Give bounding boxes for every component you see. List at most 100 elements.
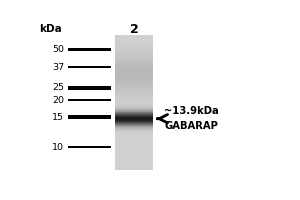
Bar [116, 61, 153, 62]
Bar [116, 102, 153, 103]
Bar [116, 139, 153, 140]
Bar [116, 165, 153, 166]
Bar [116, 132, 153, 133]
Bar [116, 137, 153, 138]
Bar [116, 163, 153, 164]
Bar [116, 136, 153, 137]
Bar [116, 161, 153, 162]
Bar [116, 70, 153, 71]
Bar [116, 120, 153, 121]
Bar [68, 48, 111, 51]
Bar [116, 108, 153, 109]
Bar [116, 41, 153, 42]
Text: 25: 25 [52, 83, 64, 92]
Bar [116, 155, 153, 156]
Bar [116, 37, 153, 38]
Bar [116, 114, 153, 115]
Bar [116, 59, 153, 60]
Bar [116, 53, 153, 54]
Bar [116, 92, 153, 93]
Bar [116, 117, 153, 118]
Bar [116, 40, 153, 41]
Bar [116, 38, 153, 39]
Bar [116, 166, 153, 167]
Text: 10: 10 [52, 143, 64, 152]
Bar [116, 71, 153, 72]
Bar [116, 93, 153, 94]
Bar [116, 86, 153, 87]
Bar [116, 96, 153, 97]
Bar [116, 81, 153, 82]
Bar [116, 98, 153, 99]
Bar [116, 142, 153, 143]
Bar [116, 103, 153, 104]
Bar [116, 76, 153, 77]
Text: ~13.9kDa: ~13.9kDa [164, 106, 219, 116]
Bar [116, 152, 153, 153]
Bar [116, 135, 153, 136]
Bar [116, 72, 153, 73]
Bar [116, 90, 153, 91]
Bar [116, 106, 153, 107]
Text: 20: 20 [52, 96, 64, 105]
Bar [116, 39, 153, 40]
Bar [116, 129, 153, 130]
Bar [116, 50, 153, 51]
Bar [116, 87, 153, 88]
Bar [116, 60, 153, 61]
Bar [116, 58, 153, 59]
Bar [116, 46, 153, 47]
Bar [116, 42, 153, 43]
Bar [116, 101, 153, 102]
Bar [116, 49, 153, 50]
Bar [116, 55, 153, 56]
Bar [116, 89, 153, 90]
Bar [116, 69, 153, 70]
Bar [116, 154, 153, 155]
Bar [116, 124, 153, 125]
Bar [116, 47, 153, 48]
Bar [116, 78, 153, 79]
Bar [116, 80, 153, 81]
Bar [116, 131, 153, 132]
Bar [116, 44, 153, 45]
Bar [116, 104, 153, 105]
Bar [116, 122, 153, 123]
Bar [116, 94, 153, 95]
Bar [116, 62, 153, 63]
Bar [116, 85, 153, 86]
Text: kDa: kDa [39, 24, 62, 34]
Bar [68, 146, 111, 148]
Bar [116, 115, 153, 116]
Bar [116, 140, 153, 141]
Bar [116, 143, 153, 144]
Bar [116, 111, 153, 112]
Bar [116, 113, 153, 114]
Bar [116, 99, 153, 100]
Bar [116, 100, 153, 101]
Bar [116, 121, 153, 122]
Bar [116, 112, 153, 113]
Bar [116, 148, 153, 149]
Bar [116, 91, 153, 92]
Bar [116, 130, 153, 131]
Bar [116, 105, 153, 106]
Text: 2: 2 [130, 23, 138, 36]
Bar [116, 82, 153, 83]
Bar [116, 145, 153, 146]
Bar [116, 156, 153, 157]
Bar [116, 66, 153, 67]
Bar [68, 115, 111, 119]
Bar [68, 99, 111, 101]
Bar [116, 126, 153, 127]
Bar [116, 83, 153, 84]
Bar [116, 128, 153, 129]
Bar [116, 56, 153, 57]
Bar [116, 158, 153, 159]
Bar [116, 77, 153, 78]
Bar [116, 107, 153, 108]
Bar [116, 147, 153, 148]
Bar [116, 162, 153, 163]
Bar [116, 134, 153, 135]
Bar [116, 141, 153, 142]
